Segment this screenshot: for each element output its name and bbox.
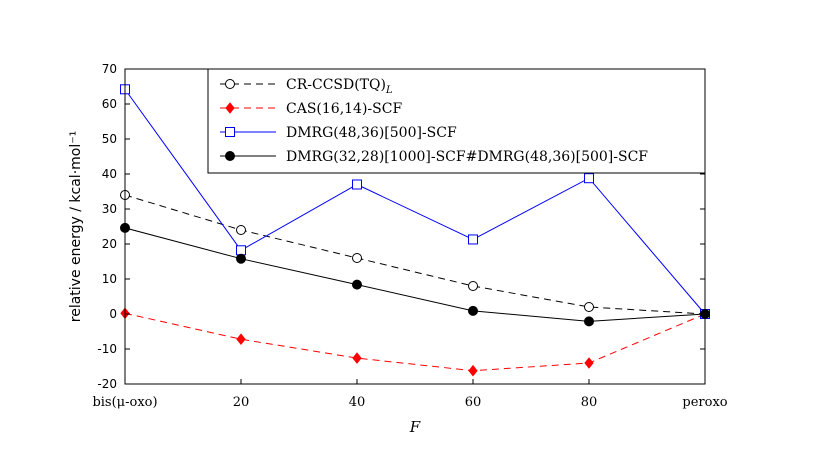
legend-label: DMRG(32,28)[1000]-SCF#DMRG(48,36)[500]-S… [286, 149, 648, 165]
data-point [225, 127, 235, 137]
y-tick-label: 10 [102, 272, 117, 286]
legend-entry: DMRG(32,28)[1000]-SCF#DMRG(48,36)[500]-S… [220, 149, 648, 165]
series-line [124, 227, 706, 322]
y-tick-label: 50 [102, 132, 117, 146]
data-point [352, 179, 362, 190]
x-tick-label: peroxo [682, 395, 727, 410]
legend: CR-CCSD(TQ)L CAS(16,14)-SCF DMRG(48,36)[50… [207, 68, 706, 174]
data-point [225, 79, 235, 89]
data-point [236, 253, 246, 264]
series [120, 190, 710, 319]
legend-entry: CR-CCSD(TQ)L [220, 77, 393, 96]
series-line [124, 312, 706, 372]
y-tick-label: 70 [102, 62, 117, 76]
y-tick-label: 30 [102, 202, 117, 216]
data-point [236, 333, 246, 346]
y-tick-label: 0 [109, 307, 117, 321]
y-axis-title: relative energy / kcal·mol⁻¹ [68, 131, 84, 322]
legend-label: DMRG(48,36)[500]-SCF [286, 125, 457, 141]
data-point [468, 281, 478, 291]
legend-label: CR-CCSD(TQ)L [286, 77, 393, 96]
data-point [468, 364, 478, 377]
data-point [584, 302, 594, 312]
data-point [352, 352, 362, 364]
x-tick-label: 20 [233, 395, 250, 410]
data-point [236, 245, 246, 256]
series [120, 307, 710, 377]
legend-entries: CR-CCSD(TQ)L CAS(16,14)-SCF DMRG(48,36)[50… [220, 77, 648, 165]
tick-layer: -20 -10 0 10 20 30 40 50 60 70 bis(μ-oxo) 20 40 60 80 p… [92, 62, 727, 410]
x-tick-label: 80 [581, 395, 598, 410]
y-tick-label: 40 [102, 167, 117, 181]
data-point [225, 102, 235, 114]
x-tick-label: 40 [349, 395, 366, 410]
legend-entry: CAS(16,14)-SCF [220, 101, 402, 117]
data-point [584, 173, 594, 184]
legend-label: CAS(16,14)-SCF [286, 101, 402, 117]
x-tick-label: 60 [465, 395, 482, 410]
series-line [124, 89, 706, 315]
legend-entry: DMRG(48,36)[500]-SCF [220, 125, 457, 141]
data-point [584, 316, 594, 327]
y-tick-label: -10 [97, 342, 117, 356]
data-point [352, 253, 362, 263]
data-point [236, 225, 246, 235]
series-layer [120, 84, 710, 377]
x-tick-label: bis(μ-oxo) [92, 395, 157, 410]
legend-box [207, 68, 706, 174]
data-point [468, 234, 478, 245]
data-point [468, 305, 478, 316]
x-axis-title: F [409, 418, 421, 436]
y-tick-label: 60 [102, 97, 117, 111]
y-tick-label: -20 [97, 377, 117, 391]
y-tick-label: 20 [102, 237, 117, 251]
data-point [352, 279, 362, 290]
series [120, 222, 710, 327]
data-point [225, 151, 235, 161]
data-point [584, 357, 594, 369]
